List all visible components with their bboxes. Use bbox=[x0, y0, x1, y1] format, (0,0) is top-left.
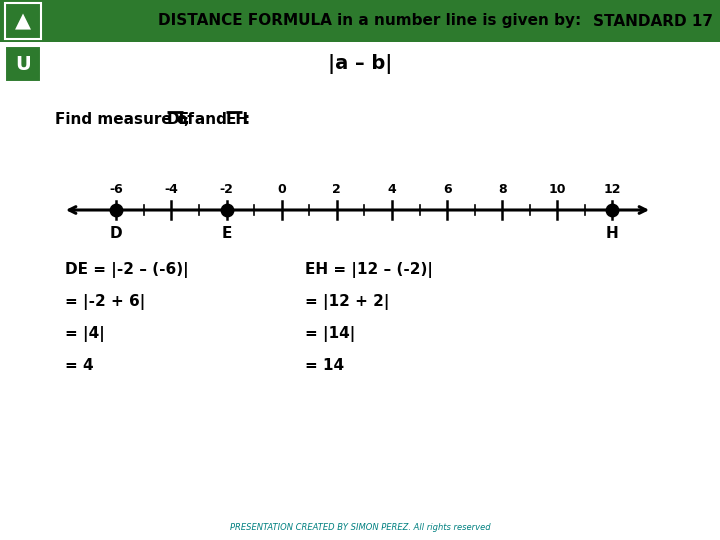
Text: PRESENTATION CREATED BY SIMON PEREZ. All rights reserved: PRESENTATION CREATED BY SIMON PEREZ. All… bbox=[230, 523, 490, 532]
Text: 8: 8 bbox=[498, 183, 506, 196]
Text: = |12 + 2|: = |12 + 2| bbox=[305, 294, 390, 310]
Text: :: : bbox=[243, 112, 249, 127]
Text: 2: 2 bbox=[333, 183, 341, 196]
Text: 4: 4 bbox=[387, 183, 396, 196]
Text: ▲: ▲ bbox=[15, 11, 31, 31]
Text: DE = |-2 – (-6)|: DE = |-2 – (-6)| bbox=[65, 262, 189, 278]
Text: EH: EH bbox=[226, 112, 249, 127]
Text: EH = |12 – (-2)|: EH = |12 – (-2)| bbox=[305, 262, 433, 278]
Bar bbox=[588, 3, 718, 39]
Text: = 14: = 14 bbox=[305, 359, 344, 374]
Text: 10: 10 bbox=[549, 183, 566, 196]
Text: Find measure of: Find measure of bbox=[55, 112, 199, 127]
Text: 12: 12 bbox=[603, 183, 621, 196]
Text: H: H bbox=[606, 226, 618, 241]
Text: E: E bbox=[221, 226, 232, 241]
Text: D: D bbox=[110, 226, 122, 241]
Text: = |4|: = |4| bbox=[65, 326, 105, 342]
Text: DISTANCE FORMULA in a number line is given by:: DISTANCE FORMULA in a number line is giv… bbox=[158, 14, 582, 29]
Text: U: U bbox=[15, 55, 31, 73]
Text: -2: -2 bbox=[220, 183, 233, 196]
Bar bbox=[5, 3, 41, 39]
Text: -6: -6 bbox=[109, 183, 123, 196]
Text: |a – b|: |a – b| bbox=[328, 54, 392, 74]
Text: , and: , and bbox=[184, 112, 232, 127]
Text: = 4: = 4 bbox=[65, 359, 94, 374]
Bar bbox=[0, 0, 720, 42]
Text: 0: 0 bbox=[277, 183, 286, 196]
Bar bbox=[5, 46, 41, 82]
Text: 6: 6 bbox=[443, 183, 451, 196]
Text: -4: -4 bbox=[165, 183, 179, 196]
Text: = |-2 + 6|: = |-2 + 6| bbox=[65, 294, 145, 310]
Text: = |14|: = |14| bbox=[305, 326, 356, 342]
Text: DE: DE bbox=[167, 112, 190, 127]
Text: STANDARD 17: STANDARD 17 bbox=[593, 14, 713, 29]
